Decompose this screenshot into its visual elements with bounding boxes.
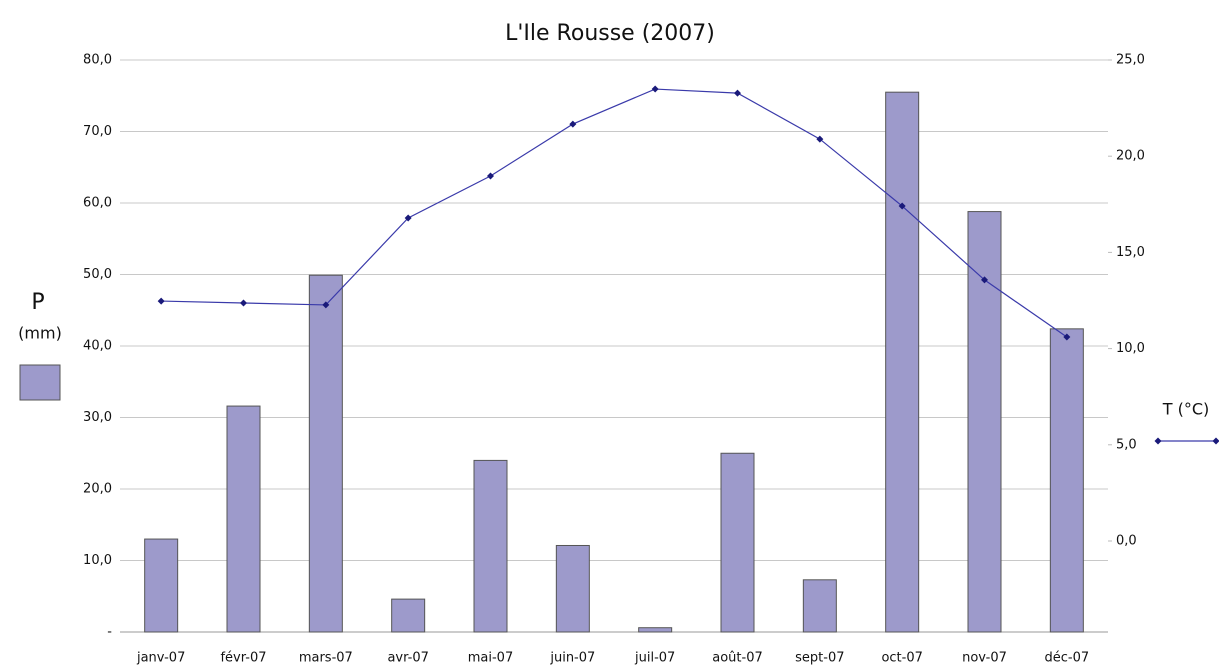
y-tick-label: 10,0 bbox=[83, 553, 112, 568]
y2-tick-label: 15,0 bbox=[1116, 245, 1145, 260]
bar bbox=[638, 627, 673, 633]
marker bbox=[816, 135, 824, 143]
marker bbox=[487, 172, 494, 180]
line bbox=[161, 88, 1068, 338]
x-tick-label: juil-07 bbox=[634, 651, 675, 666]
marker bbox=[569, 120, 577, 128]
marker bbox=[240, 299, 247, 307]
y2-tick-label: 25,0 bbox=[1116, 53, 1145, 68]
legend-marker bbox=[1154, 437, 1162, 445]
legend-unit: (mm) bbox=[18, 324, 62, 343]
legend-label: T (°C) bbox=[1162, 400, 1210, 419]
y-tick-label: 50,0 bbox=[83, 267, 112, 282]
bar bbox=[720, 452, 755, 633]
marker bbox=[157, 297, 165, 305]
x-tick-label: oct-07 bbox=[881, 651, 922, 666]
y-tick-label: 40,0 bbox=[83, 339, 112, 354]
marker bbox=[898, 202, 906, 210]
x-tick-label: août-07 bbox=[712, 651, 763, 666]
bar bbox=[226, 405, 261, 633]
y2-tick-label: 10,0 bbox=[1116, 341, 1145, 356]
marker bbox=[322, 301, 330, 309]
x-tick-label: févr-07 bbox=[220, 651, 266, 666]
x-tick-label: mai-07 bbox=[468, 651, 513, 666]
chart-title: L'Ile Rousse (2007) bbox=[505, 21, 715, 46]
x-tick-label: sept-07 bbox=[795, 651, 844, 666]
x-tick-label: avr-07 bbox=[387, 651, 428, 666]
bar bbox=[391, 598, 426, 633]
y2-tick-label: 20,0 bbox=[1116, 149, 1145, 164]
y2-tick-label: 0,0 bbox=[1116, 533, 1137, 548]
y-tick-label: 80,0 bbox=[83, 53, 112, 68]
marker bbox=[1063, 333, 1071, 341]
y2-tick-label: 5,0 bbox=[1116, 437, 1137, 452]
x-tick-label: nov-07 bbox=[962, 651, 1007, 666]
bar bbox=[1049, 328, 1084, 633]
marker bbox=[734, 89, 741, 97]
legend-marker bbox=[1212, 437, 1219, 445]
legend-swatch bbox=[19, 364, 61, 401]
bar bbox=[967, 211, 1002, 633]
bar bbox=[555, 544, 590, 633]
bar bbox=[802, 579, 837, 633]
marker bbox=[404, 214, 412, 222]
y-tick-label: - bbox=[107, 625, 112, 640]
bar bbox=[308, 274, 343, 633]
legend-label: P bbox=[31, 290, 44, 315]
x-tick-label: déc-07 bbox=[1045, 651, 1090, 666]
x-tick-label: janv-07 bbox=[136, 651, 185, 666]
marker bbox=[651, 85, 659, 93]
bar bbox=[473, 459, 508, 633]
bar bbox=[885, 91, 920, 633]
marker bbox=[981, 276, 988, 284]
y-tick-label: 20,0 bbox=[83, 482, 112, 497]
y-tick-label: 30,0 bbox=[83, 410, 112, 425]
bar bbox=[144, 538, 179, 633]
x-tick-label: mars-07 bbox=[299, 651, 353, 666]
x-tick-label: juin-07 bbox=[549, 651, 595, 666]
y-tick-label: 70,0 bbox=[83, 124, 112, 139]
y-tick-label: 60,0 bbox=[83, 196, 112, 211]
